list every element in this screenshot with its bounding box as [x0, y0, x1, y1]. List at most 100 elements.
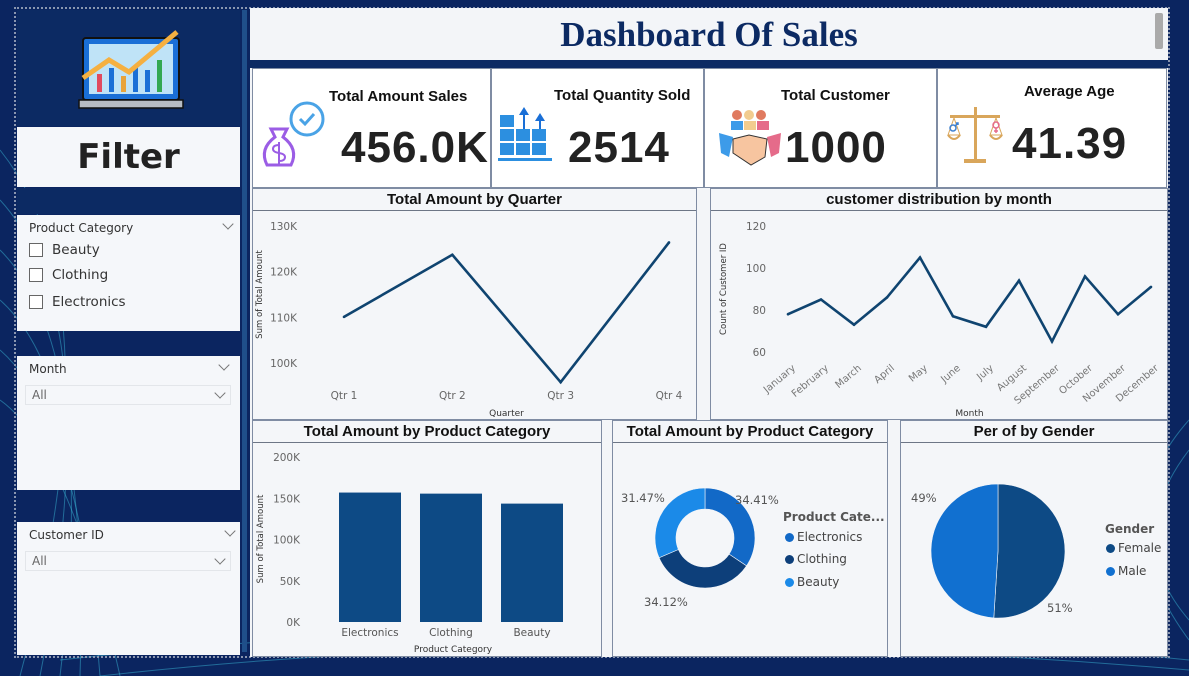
x-tick-label: March	[834, 363, 864, 391]
checkbox-electronics[interactable]: Electronics	[29, 294, 126, 310]
x-tick-label: Beauty	[513, 627, 550, 639]
chart-title: Total Amount by Product Category	[613, 421, 887, 443]
data-point	[1050, 340, 1054, 343]
category-donut-chart: Total Amount by Product Category 34.41% …	[612, 420, 888, 657]
chevron-down-icon[interactable]	[214, 553, 226, 565]
legend-item[interactable]: Clothing	[785, 552, 847, 566]
checkbox-clothing[interactable]: Clothing	[29, 267, 108, 283]
quarter-line-chart: Total Amount by Quarter 100K 110K 120K 130K…	[252, 188, 697, 420]
x-axis-title: Month	[955, 409, 983, 419]
chart-svg: 0K 50K 100K 150K 200K Electronics Clothing Beau…	[256, 452, 563, 655]
chart-svg: 100K 110K 120K 130K Qtr 1 Qtr 2 Qtr 3 Qtr 4 Quar…	[255, 221, 683, 419]
chart-title: Total Amount by Quarter	[253, 189, 696, 211]
legend-item[interactable]: Male	[1106, 564, 1146, 578]
y-axis-title: Count of Customer ID	[719, 243, 729, 335]
legend-title: Product Cate...	[783, 510, 885, 524]
data-label: 34.12%	[644, 595, 688, 609]
x-tick-label: April	[872, 363, 897, 386]
kpi-label: Average Age	[1024, 83, 1115, 100]
separator	[250, 60, 1168, 68]
legend-item[interactable]: Female	[1106, 541, 1161, 555]
x-tick-label: May	[907, 363, 930, 385]
x-tick-label: February	[790, 363, 831, 400]
x-tick-label: Clothing	[429, 627, 473, 639]
legend-dot	[785, 577, 794, 587]
chevron-down-icon[interactable]	[224, 525, 236, 537]
chevron-down-icon[interactable]	[222, 218, 234, 230]
y-tick-label: 100K	[273, 535, 301, 547]
kpi-total-amount: Total Amount Sales 456.0K	[252, 68, 491, 188]
kpi-value: 1000	[785, 123, 887, 172]
legend-dot	[1106, 543, 1115, 553]
pie-slice	[993, 483, 1066, 619]
data-point	[918, 256, 922, 259]
legend-label: Electronics	[797, 530, 863, 544]
chart-svg	[930, 483, 1066, 619]
option-label: Electronics	[52, 294, 126, 310]
x-tick-label: Qtr 1	[331, 390, 358, 402]
slicer-title: Product Category	[29, 221, 134, 235]
chart-svg	[654, 487, 756, 589]
data-label: 51%	[1047, 601, 1073, 615]
x-axis-title: Quarter	[489, 409, 524, 419]
product-category-slicer: Product Category Beauty Clothing Electro…	[17, 215, 240, 331]
y-tick-label: 120	[746, 221, 766, 233]
series-line	[343, 241, 671, 385]
month-dropdown[interactable]: All	[25, 385, 231, 405]
page-title: Dashboard Of Sales	[560, 15, 858, 54]
data-point	[852, 323, 856, 326]
data-point	[786, 312, 790, 316]
kpi-average-age: Average Age 41.39	[937, 68, 1167, 188]
checkbox-icon[interactable]	[29, 295, 43, 309]
y-axis-title: Sum of Total Amount	[256, 494, 266, 583]
filter-heading: Filter	[17, 127, 240, 187]
chart-title: Total Amount by Product Category	[253, 421, 601, 443]
data-label: 49%	[911, 491, 937, 505]
data-point	[984, 325, 988, 329]
checkbox-icon[interactable]	[29, 243, 43, 257]
bar	[501, 503, 563, 622]
option-label: Beauty	[52, 242, 100, 258]
kpi-label: Total Quantity Sold	[554, 87, 691, 104]
x-tick-label: July	[974, 363, 996, 384]
data-point	[667, 241, 671, 244]
y-axis-title: Sum of Total Amount	[255, 250, 265, 339]
data-label: 34.41%	[735, 493, 779, 507]
checkbox-beauty[interactable]: Beauty	[29, 242, 100, 258]
legend-dot	[1106, 566, 1115, 576]
bar	[420, 493, 482, 622]
legend-item[interactable]: Electronics	[785, 530, 862, 544]
data-point	[342, 315, 346, 319]
data-point	[559, 380, 562, 384]
gender-scale-icon	[947, 107, 1003, 163]
y-tick-label: 50K	[280, 576, 301, 588]
scrollbar[interactable]	[1155, 13, 1163, 49]
data-point	[1116, 312, 1120, 316]
y-tick-label: 60	[753, 347, 766, 359]
kpi-total-quantity: Total Quantity Sold 2514	[491, 68, 704, 188]
y-tick-label: 110K	[270, 312, 298, 324]
legend-label: Male	[1118, 564, 1147, 578]
y-tick-label: 0K	[286, 617, 301, 629]
pie-slice	[658, 549, 747, 589]
chevron-down-icon[interactable]	[214, 387, 226, 399]
data-point	[451, 253, 454, 257]
category-bar-chart: Total Amount by Product Category 0K 50K 10…	[252, 420, 602, 657]
scrollbar[interactable]	[242, 10, 247, 652]
pie-slice	[930, 483, 999, 619]
checkbox-icon[interactable]	[29, 268, 43, 282]
kpi-total-customer: Total Customer 1000	[704, 68, 937, 188]
chevron-down-icon[interactable]	[218, 359, 230, 371]
legend-label: Female	[1118, 541, 1162, 555]
legend-item[interactable]: Beauty	[785, 575, 839, 589]
x-tick-label: Qtr 3	[547, 390, 574, 402]
y-tick-label: 150K	[273, 493, 301, 505]
dropdown-value: All	[32, 554, 47, 568]
boxes-pallet-icon	[498, 107, 552, 161]
y-tick-label: 80	[753, 305, 766, 317]
customer-id-dropdown[interactable]: All	[25, 551, 231, 571]
laptop-chart-icon	[78, 30, 184, 109]
data-point	[1083, 275, 1087, 278]
kpi-value: 41.39	[1012, 119, 1128, 168]
